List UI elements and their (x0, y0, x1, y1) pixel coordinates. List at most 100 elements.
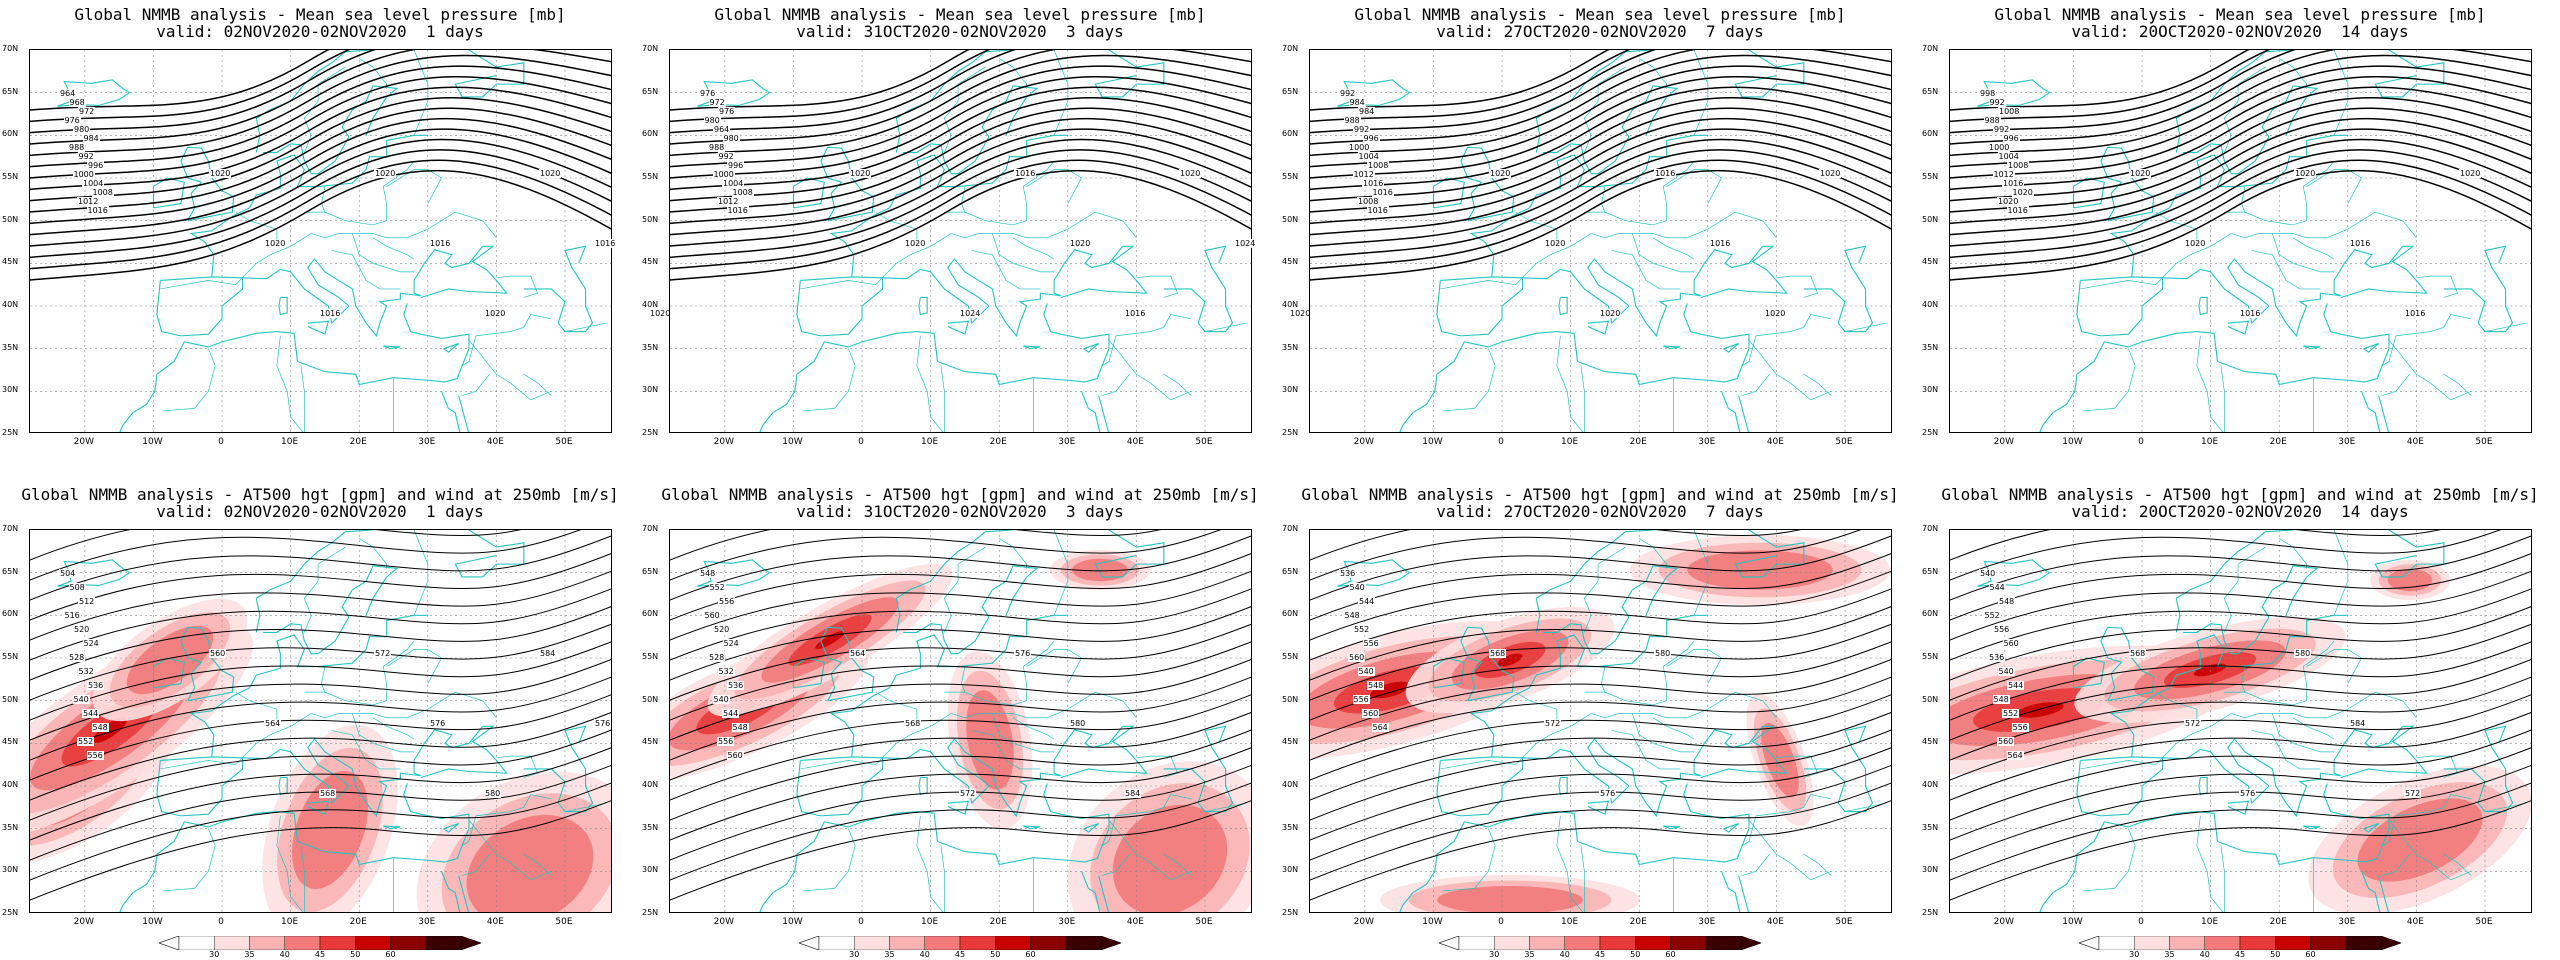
latitude-label: 50N (1282, 214, 1299, 224)
longitude-label: 20W (713, 437, 735, 447)
longitude-label: 20E (1629, 917, 1647, 927)
colorbar-tick-label: 60 (2305, 950, 2316, 959)
contour-label: 552 (708, 583, 726, 592)
longitude-label: 30E (1058, 437, 1076, 447)
contour-label: 564 (849, 649, 867, 658)
isolines (1950, 50, 2531, 281)
longitude-label: 10W (2062, 437, 2083, 447)
longitude-label: 10W (1422, 917, 1443, 927)
contour-label: 552 (1983, 611, 2001, 620)
contour-label: 548 (699, 569, 717, 578)
latitude-label: 70N (1922, 44, 1939, 53)
contour-label: 1000 (712, 170, 735, 179)
contour-label: 568 (319, 789, 337, 798)
mslp-panel: Global NMMB analysis - Mean sea level pr… (640, 0, 1422, 480)
wind-colorbar (158, 935, 482, 951)
contour-label: 564 (1371, 723, 1389, 732)
contour-label: 1020 (849, 169, 872, 178)
contour-label: 528 (708, 653, 726, 662)
mslp-panel: Global NMMB analysis - Mean sea level pr… (0, 0, 672, 480)
latitude-label: 65N (642, 86, 659, 96)
contour-label: 1008 (1367, 161, 1390, 170)
latitude-label: 30N (642, 385, 659, 395)
contour-label: 992 (1339, 89, 1357, 98)
latitude-label: 45N (2, 737, 19, 747)
latitude-label: 50N (1922, 214, 1939, 224)
contour-label: 1016 (594, 239, 617, 248)
longitude-label: 40E (1766, 917, 1784, 927)
colorbar-tick-label: 35 (244, 950, 255, 959)
panel-valid-period: valid: 27OCT2020-02NOV2020 7 days (1436, 22, 1764, 41)
colorbar-tick-label: 30 (849, 950, 860, 959)
contour-label: 580 (484, 789, 502, 798)
colorbar-tick-label: 45 (314, 950, 326, 959)
contour-label: 1012 (1352, 170, 1375, 179)
latitude-label: 45N (1282, 737, 1299, 747)
latitude-label: 65N (1922, 566, 1939, 576)
contour-label: 1020 (649, 309, 672, 318)
colorbar-tick-label: 60 (1665, 950, 1676, 959)
latitude-label: 40N (642, 300, 659, 309)
longitude-label: 40E (486, 437, 504, 447)
latitude-label: 45N (642, 257, 659, 267)
wind-colorbar (2078, 935, 2402, 951)
isolines (1950, 530, 2531, 901)
contour-label: 544 (2007, 681, 2025, 690)
latitude-label: 60N (1922, 129, 1939, 139)
contour-label: 1020 (1997, 197, 2020, 206)
contour-label: 584 (539, 649, 557, 658)
colorbar-tick-label: 40 (919, 950, 930, 959)
contour-label: 1012 (77, 197, 100, 206)
contour-label: 568 (1489, 649, 1507, 658)
contour-label: 1020 (539, 169, 562, 178)
panel-title: Global NMMB analysis - AT500 hgt [gpm] a… (1301, 485, 1899, 504)
contour-label: 992 (77, 152, 95, 161)
longitude-label: 10E (2201, 917, 2219, 927)
coastlines (697, 50, 1247, 432)
panel-title: Global NMMB analysis - AT500 hgt [gpm] a… (661, 485, 1259, 504)
contour-label: 1016 (2349, 239, 2372, 248)
latitude-label: 65N (642, 566, 659, 576)
coastlines (697, 530, 1247, 912)
contour-label: 1012 (717, 197, 740, 206)
contour-label: 1016 (1014, 169, 1037, 178)
latitude-label: 65N (1922, 86, 1939, 96)
contour-label: 1016 (2239, 309, 2262, 318)
longitude-label: 20W (73, 437, 95, 447)
contour-label: 1020 (904, 239, 927, 248)
longitude-label: 30E (1698, 437, 1716, 447)
colorbar-tick-label: 40 (2199, 950, 2210, 959)
latitude-label: 25N (642, 908, 659, 917)
contour-label: 584 (1124, 789, 1142, 798)
contour-label: 556 (86, 751, 104, 760)
latitude-label: 40N (2, 300, 19, 309)
isolines (30, 50, 611, 281)
colorbar-tick-label: 40 (279, 950, 290, 959)
latitude-label: 40N (1282, 300, 1299, 309)
latitude-label: 35N (1922, 822, 1939, 832)
latitude-label: 25N (2, 428, 19, 437)
contour-label: 1020 (2294, 169, 2317, 178)
longitude-label: 20E (989, 437, 1007, 447)
colorbar-tick-label: 30 (2129, 950, 2140, 959)
longitude-label: 20W (1353, 437, 1375, 447)
contour-label: 1016 (1654, 169, 1677, 178)
latitude-label: 40N (2, 780, 19, 789)
contour-label: 1020 (2129, 169, 2152, 178)
colorbar-tick-label: 50 (990, 950, 1001, 959)
longitude-label: 0 (1498, 437, 1504, 447)
latitude-label: 30N (2, 385, 19, 395)
contour-label: 1016 (726, 206, 749, 215)
longitude-label: 30E (1698, 917, 1716, 927)
longitude-label: 10W (2062, 917, 2083, 927)
contour-label: 560 (726, 751, 744, 760)
latitude-label: 50N (1922, 694, 1939, 704)
contour-label: 544 (82, 709, 100, 718)
contour-label: 580 (1654, 649, 1672, 658)
latitude-label: 35N (1922, 342, 1939, 352)
z500-wind-panel: Global NMMB analysis - AT500 hgt [gpm] a… (640, 480, 1280, 960)
map-area (29, 49, 612, 433)
contour-label: 548 (1367, 681, 1385, 690)
panel-valid-period: valid: 31OCT2020-02NOV2020 3 days (796, 502, 1124, 521)
contour-label: 1020 (484, 309, 507, 318)
